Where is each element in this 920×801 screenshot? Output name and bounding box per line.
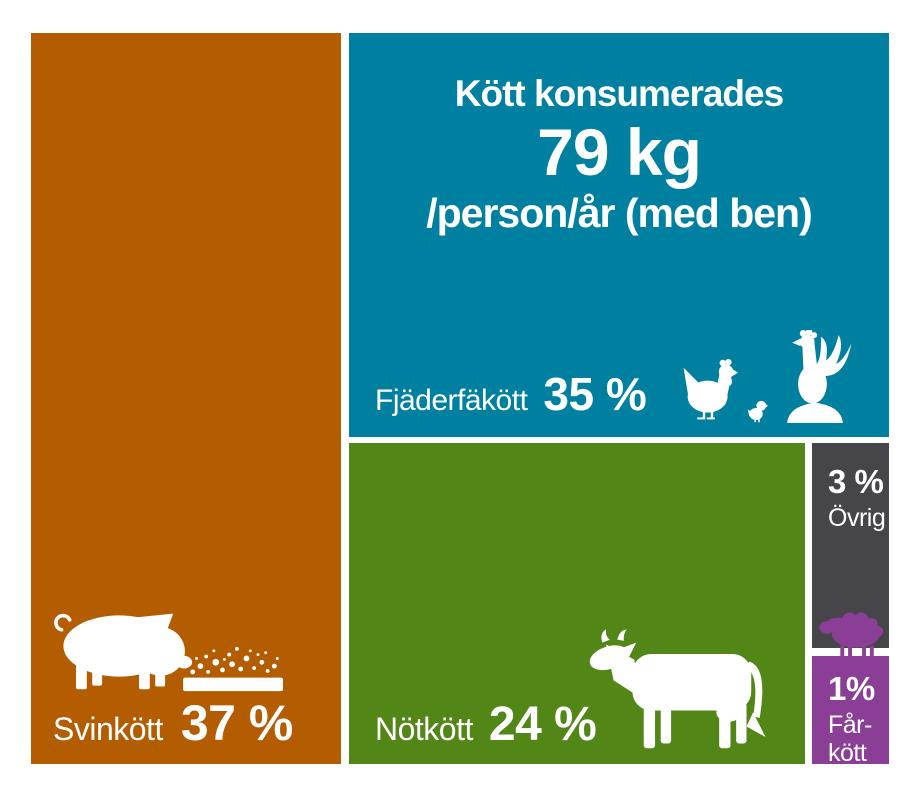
headline-line3: /person/år (med ben) <box>426 190 813 237</box>
ovrig-text: 3 % Övrig <box>812 443 889 531</box>
ovrig-label: Övrig <box>828 504 886 532</box>
farkott-percent: 1% <box>828 670 875 707</box>
headline: Kött konsumerades 79 kg /person/år (med … <box>349 33 889 239</box>
cow-icon <box>585 620 793 752</box>
farkott-text: 1% Får- kött <box>812 656 889 766</box>
treemap-block-farkott: 1% Får- kött <box>812 656 889 766</box>
rooster-icon <box>777 330 853 423</box>
fjaderfakott-label-row: Fjäderfäkött 35 % <box>375 367 647 421</box>
treemap-block-notkott: Nötkött 24 % <box>349 443 805 764</box>
pig-icon <box>49 601 193 691</box>
svinkott-label-row: Svinkött 37 % <box>53 694 293 752</box>
fjaderfakott-percent: 35 % <box>543 368 647 420</box>
notkott-label: Nötkött <box>375 711 473 747</box>
farkott-label-line2: kött <box>828 739 867 767</box>
sheep-icon <box>817 608 887 662</box>
fjaderfakott-label: Fjäderfäkött <box>375 384 528 417</box>
poultry-icons-group <box>682 330 853 423</box>
headline-line1: Kött konsumerades <box>454 73 784 114</box>
hen-icon <box>682 355 738 423</box>
svinkott-percent: 37 % <box>180 695 293 751</box>
headline-amount: 79 kg <box>537 114 702 189</box>
svinkott-label: Svinkött <box>53 711 163 747</box>
treemap-block-svinkott: Svinkött 37 % <box>31 33 341 764</box>
farkott-label-line1: Får- <box>828 711 872 739</box>
treemap-block-fjaderfakott: Kött konsumerades 79 kg /person/år (med … <box>349 33 889 437</box>
chick-icon <box>747 399 768 423</box>
feed-trough-icon <box>181 645 287 693</box>
ovrig-percent: 3 % <box>828 463 884 500</box>
notkott-label-row: Nötkött 24 % <box>375 697 597 752</box>
notkott-percent: 24 % <box>488 698 597 751</box>
